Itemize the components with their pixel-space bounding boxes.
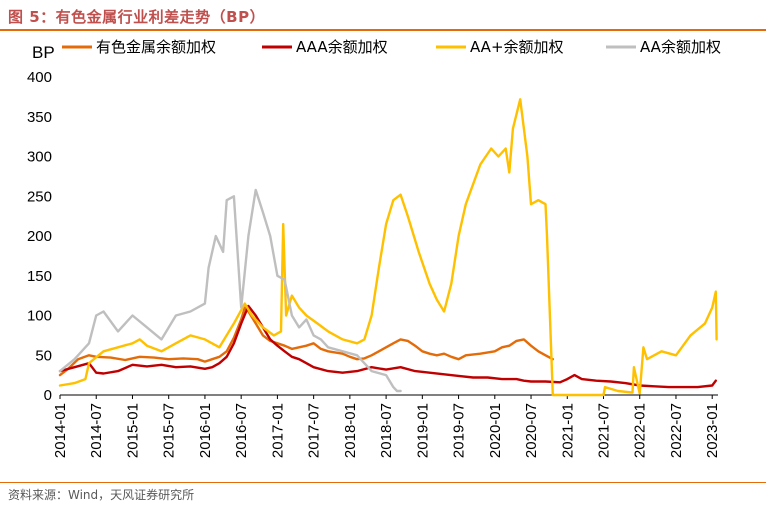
series-line-3 xyxy=(58,98,718,397)
x-tick-label: 2019-07 xyxy=(451,403,468,458)
y-tick-label: 300 xyxy=(27,149,52,166)
x-tick-label: 2018-01 xyxy=(342,403,359,458)
x-tick-label: 2022-01 xyxy=(632,403,649,458)
x-tick-label: 2014-01 xyxy=(52,403,69,458)
x-tick-label: 2018-07 xyxy=(378,403,395,458)
x-tick-label: 2016-01 xyxy=(197,403,214,458)
legend-label: AA余额加权 xyxy=(640,38,721,56)
x-tick-label: 2020-01 xyxy=(487,403,504,458)
x-tick-label: 2022-07 xyxy=(668,403,685,458)
legend-label: 有色金属余额加权 xyxy=(96,38,216,56)
series-line-1 xyxy=(58,306,554,377)
y-tick-label: 0 xyxy=(44,387,52,404)
figure-title: 图 5：有色金属行业利差走势（BP） xyxy=(8,8,266,26)
top-rule xyxy=(0,29,766,31)
y-tick-label: 400 xyxy=(27,69,52,86)
y-tick-label: 350 xyxy=(27,109,52,126)
x-tick-label: 2015-01 xyxy=(124,403,141,458)
y-tick-label: 100 xyxy=(27,308,52,325)
x-axis: 2014-01 2014-07 2015-01 2015-07 2016-01 2016-… xyxy=(52,394,721,458)
series-line-2 xyxy=(58,304,717,389)
x-tick-label: 2016-07 xyxy=(233,403,250,458)
chart-legend: 有色金属余额加权 AAA余额加权 AA+余额加权 AA余额加权 xyxy=(62,38,721,56)
y-tick-label: 150 xyxy=(27,268,52,285)
x-tick-label: 2014-07 xyxy=(88,403,105,458)
y-tick-label: 250 xyxy=(27,188,52,205)
bottom-rule xyxy=(0,482,766,483)
y-tick-label: 200 xyxy=(27,228,52,245)
y-axis: 0 50 100 150 200 250 300 350 400 xyxy=(27,69,52,404)
series-line-4 xyxy=(58,188,402,393)
legend-label: AA+余额加权 xyxy=(470,38,564,56)
x-tick-label: 2015-07 xyxy=(161,403,178,458)
x-tick-label: 2017-01 xyxy=(269,403,286,458)
x-tick-label: 2019-01 xyxy=(414,403,431,458)
legend-label: AAA余额加权 xyxy=(296,38,388,56)
source-note: 资料来源：Wind，天风证券研究所 xyxy=(8,488,195,502)
x-tick-label: 2023-01 xyxy=(704,403,721,458)
series-group xyxy=(58,98,718,397)
x-tick-label: 2020-07 xyxy=(523,403,540,458)
x-tick-label: 2017-07 xyxy=(306,403,323,458)
y-tick-label: 50 xyxy=(35,347,52,364)
y-axis-unit-label: BP xyxy=(32,43,55,62)
x-tick-label: 2021-01 xyxy=(559,403,576,458)
line-chart: 有色金属余额加权 AAA余额加权 AA+余额加权 AA余额加权 BP 0 50 100 15… xyxy=(27,38,721,458)
x-tick-label: 2021-07 xyxy=(596,403,613,458)
